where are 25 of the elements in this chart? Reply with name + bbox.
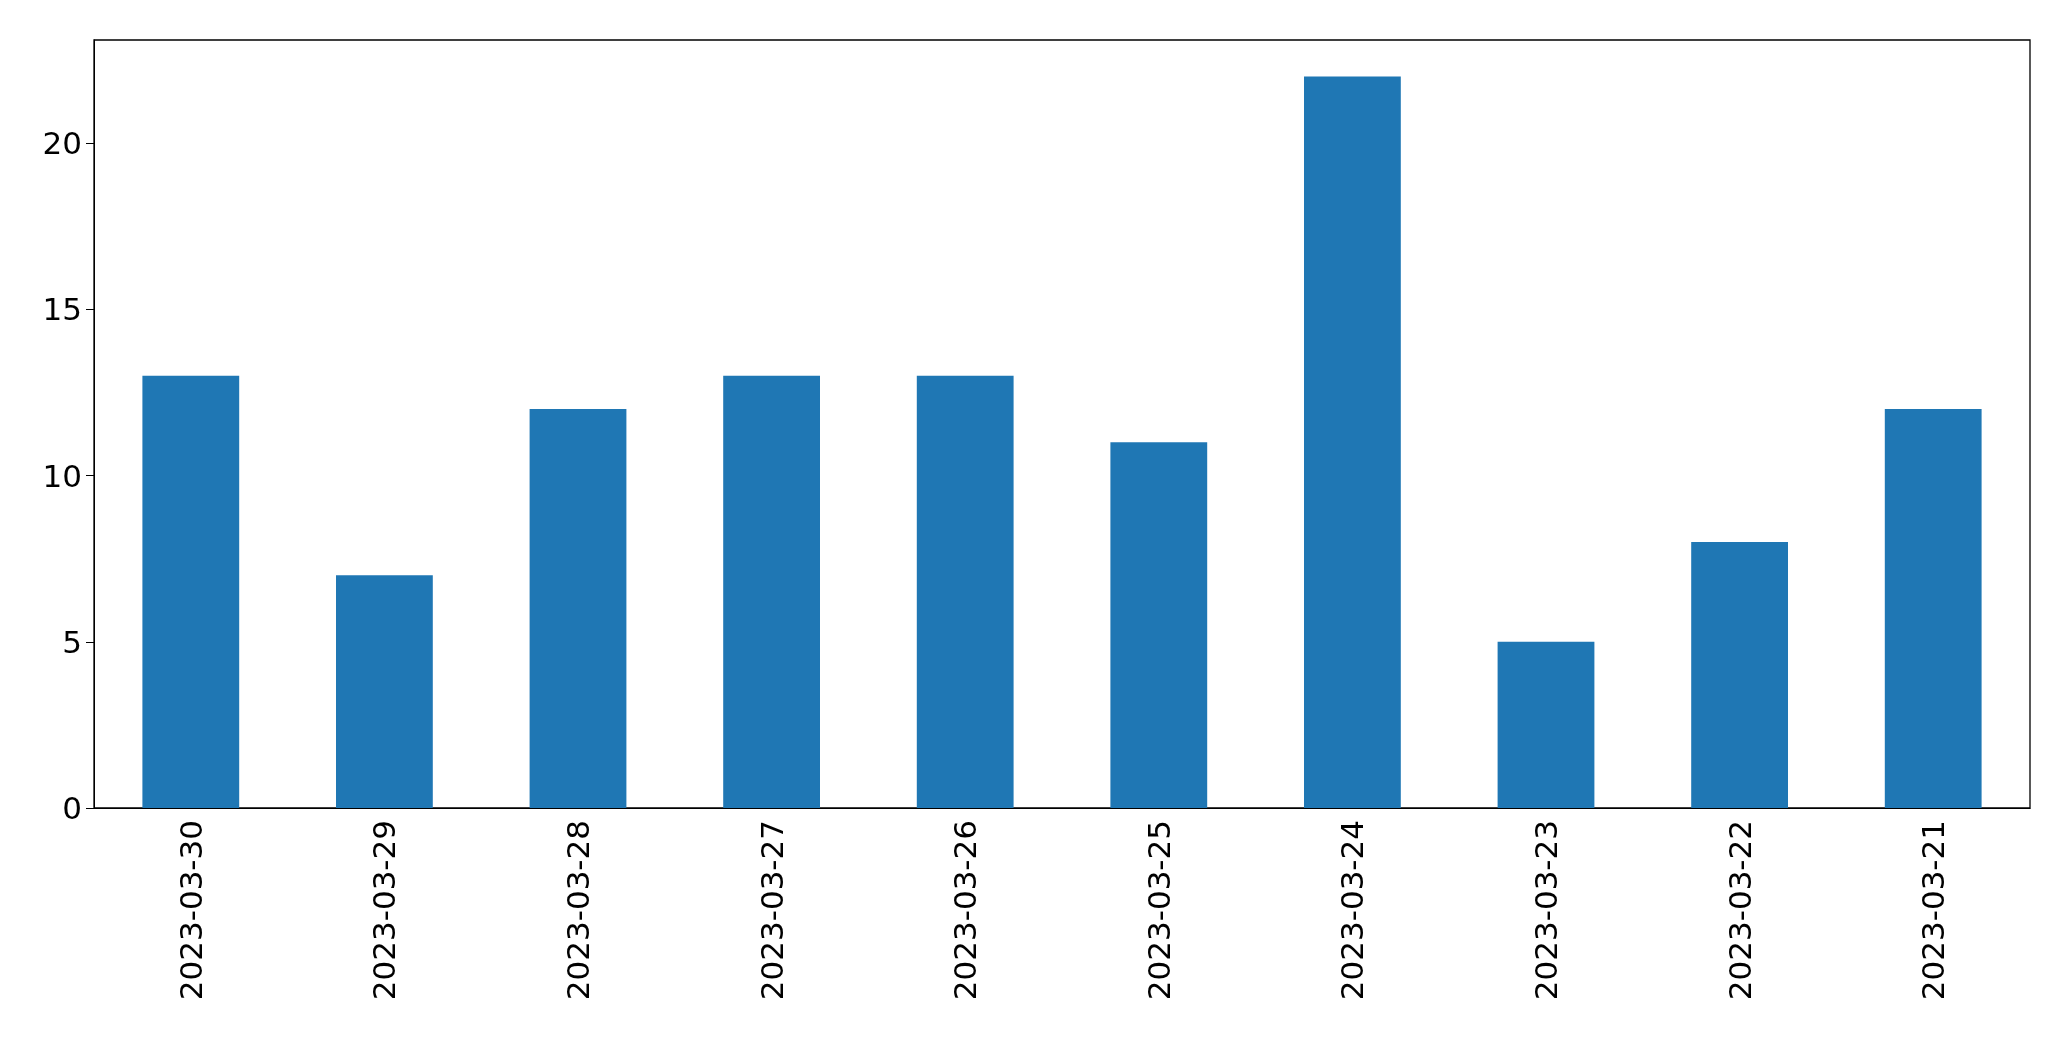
bar <box>336 575 433 808</box>
y-tick-label: 10 <box>42 457 82 494</box>
x-tick-label: 2023-03-29 <box>366 820 403 1001</box>
x-tick-label: 2023-03-26 <box>947 820 984 1001</box>
y-tick-label: 20 <box>42 125 82 162</box>
bar <box>1110 442 1208 808</box>
x-tick-label: 2023-03-30 <box>172 820 209 1001</box>
bar <box>723 375 820 808</box>
x-tick-label: 2023-03-23 <box>1528 820 1564 1001</box>
x-tick-label: 2023-03-28 <box>560 820 596 1001</box>
x-tick-label: 2023-03-27 <box>753 820 790 1001</box>
bar <box>529 409 627 808</box>
y-tick-label: 15 <box>42 291 82 328</box>
y-tick-label: 0 <box>62 790 82 826</box>
bar <box>1497 641 1595 808</box>
bar <box>1691 542 1788 808</box>
bar <box>916 375 1014 808</box>
y-tick-label: 5 <box>62 623 82 660</box>
x-tick-label: 2023-03-24 <box>1334 820 1371 1001</box>
x-tick-label: 2023-03-21 <box>1915 820 1952 1001</box>
bar <box>1884 409 1982 808</box>
x-tick-label: 2023-03-22 <box>1721 820 1758 1001</box>
bar <box>1304 76 1401 808</box>
x-tick-label: 2023-03-25 <box>1140 820 1177 1001</box>
bar <box>142 375 240 808</box>
